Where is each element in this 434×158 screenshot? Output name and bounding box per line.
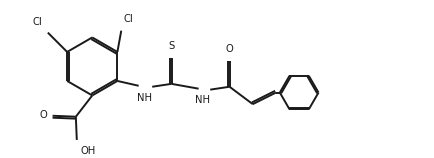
Text: O: O (39, 110, 47, 120)
Text: OH: OH (81, 146, 96, 156)
Text: NH: NH (137, 93, 152, 103)
Text: Cl: Cl (32, 17, 42, 27)
Text: O: O (226, 44, 233, 54)
Text: S: S (168, 41, 174, 51)
Text: Cl: Cl (123, 14, 133, 24)
Text: NH: NH (195, 95, 210, 105)
